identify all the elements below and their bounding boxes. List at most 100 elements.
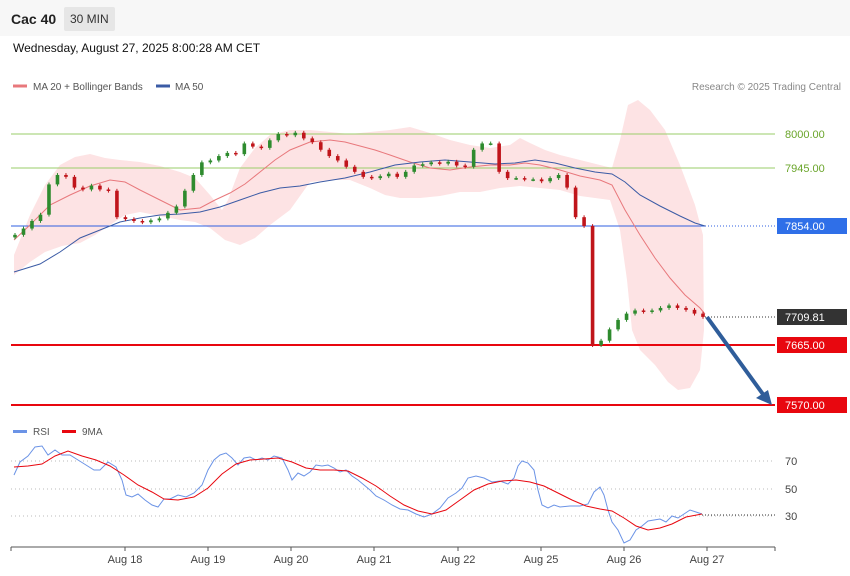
candle-body — [335, 156, 340, 161]
candle-body — [30, 220, 34, 229]
candle-body — [140, 220, 145, 223]
rsi-ma-line — [13, 450, 703, 531]
candle-body — [293, 132, 298, 136]
candle-body — [157, 218, 162, 221]
candle-body — [420, 164, 425, 166]
rsi-tick-50: 50 — [785, 484, 797, 496]
candle-body — [386, 173, 391, 177]
forecast-arrow — [705, 315, 772, 405]
candle-body — [276, 134, 281, 141]
forecast-arrow-shaft — [705, 315, 767, 399]
ma20-legend-swatch — [13, 84, 27, 88]
candle-body — [191, 174, 196, 191]
rsi-tick-70: 70 — [785, 456, 797, 468]
x-tick-label: Aug 21 — [357, 554, 392, 566]
candle-body — [64, 174, 68, 177]
candle-body — [234, 152, 238, 155]
candle-body — [565, 174, 569, 188]
ma20-line — [13, 139, 706, 315]
ma50-legend-label: MA 50 — [175, 82, 204, 93]
timeframe-button[interactable]: 30 MIN — [64, 7, 115, 31]
candle-body — [607, 329, 612, 341]
price-legend: MA 20 + Bollinger Bands MA 50 Research ©… — [13, 82, 841, 93]
candle-body — [633, 310, 637, 314]
candle-body — [488, 143, 493, 145]
candle-body — [13, 234, 17, 238]
rsi-legend: RSI 9MA — [13, 427, 103, 438]
candle-body — [429, 162, 433, 165]
level-label-7854: 7854.00 — [785, 221, 825, 233]
candle-body — [208, 160, 213, 163]
candle-body — [123, 217, 128, 220]
source-credit: Research © 2025 Trading Central — [692, 82, 841, 93]
level-label-7570: 7570.00 — [785, 400, 825, 412]
x-tick-label: Aug 26 — [607, 554, 642, 566]
candle-body — [115, 190, 119, 218]
candle-body — [395, 173, 400, 177]
level-label-7665: 7665.00 — [785, 340, 825, 352]
rsi-gridlines: 70 50 30 — [11, 456, 797, 523]
candle-body — [72, 176, 77, 188]
candle-body — [590, 226, 595, 346]
rsi-tick-30: 30 — [785, 511, 797, 523]
x-tick-label: Aug 27 — [690, 554, 725, 566]
candle-body — [166, 212, 170, 219]
candle-body — [327, 149, 332, 157]
level-tag-7665 — [777, 337, 847, 353]
candle-body — [89, 185, 94, 190]
candle-body — [242, 143, 247, 155]
candle-body — [225, 152, 230, 157]
candle-body — [548, 178, 552, 182]
candle-body — [650, 310, 654, 312]
candle-body — [463, 165, 467, 168]
candle-body — [318, 142, 323, 150]
candle-body — [658, 307, 663, 311]
candle-body — [301, 132, 306, 139]
candle-body — [251, 143, 255, 147]
rsi-line — [13, 445, 703, 544]
forecast-arrow-head — [756, 390, 772, 405]
candle-body — [556, 174, 561, 179]
candle-body — [624, 313, 629, 320]
candle-body — [183, 190, 187, 207]
level-tag-7570 — [777, 397, 847, 413]
candle-body — [616, 319, 620, 330]
candle-body — [497, 143, 501, 172]
candle-body — [344, 160, 349, 167]
candle-body — [106, 189, 111, 191]
candle-body — [55, 174, 60, 185]
candle-body — [582, 217, 586, 227]
candle-body — [310, 138, 315, 143]
candle-body — [217, 156, 221, 161]
bollinger-band-fill — [14, 100, 704, 390]
ma20-legend-label: MA 20 + Bollinger Bands — [33, 82, 143, 93]
candle-body — [285, 134, 289, 136]
candle-body — [378, 176, 383, 179]
candles-group — [13, 130, 705, 348]
candle-body — [480, 143, 484, 150]
candle-body — [268, 140, 272, 148]
x-tick-label: Aug 25 — [524, 554, 559, 566]
rsi-legend-label: RSI — [33, 427, 50, 438]
candle-body — [437, 162, 442, 164]
candle-body — [692, 309, 697, 314]
candle-body — [352, 166, 357, 172]
candle-body — [675, 305, 680, 308]
x-tick-label: Aug 18 — [108, 554, 143, 566]
candle-body — [149, 220, 153, 223]
x-tick-label: Aug 22 — [441, 554, 476, 566]
candle-body — [98, 185, 102, 190]
price-levels — [11, 133, 775, 406]
candle-body — [412, 165, 417, 172]
candle-body — [361, 171, 366, 177]
instrument-title: Cac 40 — [11, 11, 57, 27]
candle-body — [81, 187, 85, 190]
chart-datetime: Wednesday, August 27, 2025 8:00:28 AM CE… — [13, 41, 261, 55]
rsi-legend-swatch — [13, 430, 27, 433]
candle-body — [200, 162, 204, 175]
rsi-ma-legend-label: 9MA — [82, 427, 103, 438]
x-tick-label: Aug 19 — [191, 554, 226, 566]
rsi-ma-legend-swatch — [62, 430, 76, 433]
ma50-legend-swatch — [156, 84, 170, 88]
